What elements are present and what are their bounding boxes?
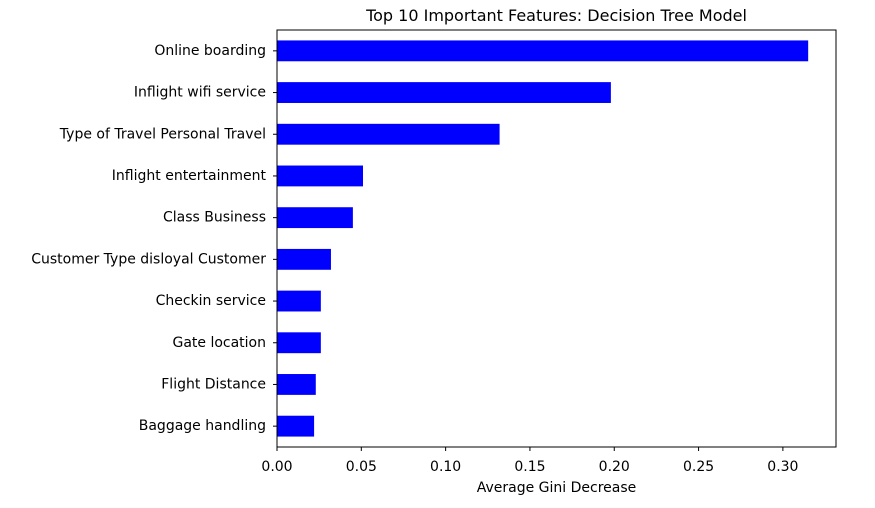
bar [277,290,321,312]
x-tick-label: 0.20 [599,459,630,475]
y-tick-label: Online boarding [154,43,266,59]
x-axis: 0.00 0.05 0.10 0.15 0.20 0.25 0.30 [261,447,798,475]
x-tick-label: 0.30 [767,459,798,475]
x-tick-label: 0.25 [683,459,714,475]
y-tick-label: Type of Travel Personal Travel [59,126,266,142]
y-tick-label: Class Business [163,210,266,226]
bar [277,374,316,395]
bar [277,248,331,270]
y-tick-label: Inflight entertainment [112,168,267,184]
x-tick-label: 0.05 [346,459,377,475]
x-tick-label: 0.10 [430,459,461,475]
bar [277,415,315,437]
bar [277,332,321,354]
bar [277,207,353,229]
bars-layer [277,40,809,437]
bar [277,123,500,145]
x-tick-label: 0.15 [514,459,545,475]
y-tick-label: Gate location [172,335,266,351]
bar [277,82,611,103]
x-tick-label: 0.00 [261,459,292,475]
y-axis: Online boarding Inflight wifi service Type… [31,43,277,434]
y-tick-label: Inflight wifi service [134,85,266,101]
bar [277,40,809,62]
y-tick-label: Customer Type disloyal Customer [31,251,266,267]
plot-frame [276,29,837,448]
y-tick-label: Flight Distance [161,376,266,392]
bar [277,165,363,187]
x-axis-label: Average Gini Decrease [477,480,637,496]
y-tick-label: Baggage handling [139,418,266,434]
y-tick-label: Checkin service [156,293,266,309]
chart-title: Top 10 Important Features: Decision Tree… [365,6,747,25]
